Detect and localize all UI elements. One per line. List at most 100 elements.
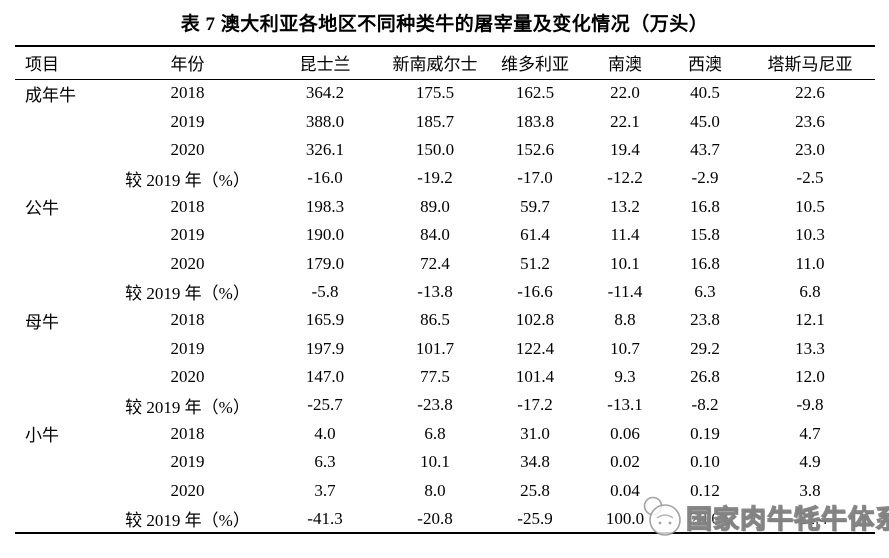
value-cell: 4.0 [314, 423, 336, 443]
table-row: 较 2019 年（%） -5.8 -13.8 -16.6 -11.4 6.3 6.8 [15, 278, 875, 306]
value-cell: -16.6 [517, 281, 553, 301]
year-cell: 2019 [170, 111, 205, 131]
year-cell: 2018 [170, 423, 205, 443]
value-cell: 43.7 [690, 139, 720, 159]
value-cell: -13.8 [417, 281, 453, 301]
value-cell: -9.8 [796, 395, 824, 415]
value-cell: 326.1 [305, 139, 345, 159]
value-cell: -12.2 [607, 168, 643, 188]
value-cell: 101.4 [515, 367, 555, 387]
col-header-tasmania: 塔斯马尼亚 [767, 55, 853, 75]
item-group-cell [15, 448, 110, 476]
value-cell: -11.4 [607, 281, 643, 301]
table-row: 2020 147.0 77.5 101.4 9.3 26.8 12.0 [15, 363, 875, 391]
table-row: 公牛 2018 198.3 89.0 59.7 13.2 16.8 10.5 [15, 193, 875, 221]
value-cell: -13.1 [607, 395, 643, 415]
value-cell: -25.9 [517, 508, 553, 528]
year-cell: 2018 [170, 310, 205, 330]
table-row: 2019 190.0 84.0 61.4 11.4 15.8 10.3 [15, 221, 875, 249]
value-cell: 8.0 [424, 480, 446, 500]
table-row: 成年牛 2018 364.2 175.5 162.5 22.0 40.5 22.6 [15, 79, 875, 107]
value-cell: -2.5 [796, 168, 824, 188]
value-cell: 3.7 [314, 480, 336, 500]
year-cell: 较 2019 年（%） [125, 397, 250, 417]
table-row: 2019 197.9 101.7 122.4 10.7 29.2 13.3 [15, 335, 875, 363]
value-cell: 190.0 [305, 225, 345, 245]
item-group-cell: 公牛 [25, 199, 59, 219]
value-cell: -8.2 [691, 395, 719, 415]
value-cell: 16.8 [690, 196, 720, 216]
table-row: 2020 179.0 72.4 51.2 10.1 16.8 11.0 [15, 249, 875, 277]
value-cell: 31.0 [520, 423, 550, 443]
value-cell: 0.12 [690, 480, 720, 500]
value-cell: 3.8 [799, 480, 821, 500]
value-cell: 84.0 [420, 225, 450, 245]
year-cell: 2019 [170, 452, 205, 472]
table-row: 2020 3.7 8.0 25.8 0.04 0.12 3.8 [15, 476, 875, 504]
value-cell: 34.8 [520, 452, 550, 472]
table-header: 项目 年份 昆士兰 新南威尔士 维多利亚 南澳 西澳 塔斯马尼亚 [15, 46, 875, 79]
value-cell: 10.5 [795, 196, 825, 216]
item-group-cell [15, 164, 110, 192]
value-cell: 22.0 [610, 83, 640, 103]
value-cell: 162.5 [515, 83, 555, 103]
year-cell: 2020 [170, 253, 205, 273]
item-group-cell: 成年牛 [25, 85, 76, 105]
col-header-year: 年份 [170, 55, 205, 75]
item-group-cell: 母牛 [25, 312, 59, 332]
value-cell: -25.7 [307, 395, 343, 415]
value-cell: 185.7 [415, 111, 455, 131]
value-cell: 198.3 [305, 196, 345, 216]
value-cell: 72.4 [420, 253, 450, 273]
table-row: 2019 6.3 10.1 34.8 0.02 0.10 4.9 [15, 448, 875, 476]
item-group-cell [15, 335, 110, 363]
value-cell: 10.7 [610, 338, 640, 358]
value-cell: -17.2 [517, 395, 553, 415]
value-cell: 45.0 [690, 111, 720, 131]
value-cell: 19.4 [610, 139, 640, 159]
value-cell: 150.0 [415, 139, 455, 159]
table-row: 小牛 2018 4.0 6.8 31.0 0.06 0.19 4.7 [15, 420, 875, 448]
value-cell: -22.4 [792, 508, 828, 528]
value-cell: 10.1 [420, 452, 450, 472]
value-cell: -41.3 [307, 508, 343, 528]
value-cell: 122.4 [515, 338, 555, 358]
col-header-south-australia: 南澳 [608, 55, 642, 75]
col-header-western-australia: 西澳 [688, 55, 722, 75]
value-cell: 197.9 [305, 338, 345, 358]
item-group-cell [15, 221, 110, 249]
value-cell: 22.1 [610, 111, 640, 131]
table-caption: 表 7 澳大利亚各地区不同种类牛的屠宰量及变化情况（万头） [180, 14, 709, 35]
col-header-new-south-wales: 新南威尔士 [392, 55, 478, 75]
year-cell: 2019 [170, 338, 205, 358]
value-cell: 4.9 [799, 452, 821, 472]
table-row: 较 2019 年（%） -16.0 -19.2 -17.0 -12.2 -2.9 -2.5 [15, 164, 875, 192]
value-cell: 13.3 [795, 338, 825, 358]
value-cell: 0.06 [610, 423, 640, 443]
value-cell: 0.10 [690, 452, 720, 472]
year-cell: 较 2019 年（%） [125, 284, 250, 304]
year-cell: 较 2019 年（%） [125, 170, 250, 190]
value-cell: 22.6 [795, 83, 825, 103]
value-cell: 165.9 [305, 310, 345, 330]
value-cell: 77.5 [420, 367, 450, 387]
value-cell: 147.0 [305, 367, 345, 387]
value-cell: 16.8 [690, 253, 720, 273]
value-cell: 102.8 [515, 310, 555, 330]
year-cell: 2018 [170, 83, 205, 103]
value-cell: 6.8 [424, 423, 446, 443]
item-group-cell: 小牛 [25, 426, 59, 446]
year-cell: 2020 [170, 139, 205, 159]
col-header-queensland: 昆士兰 [299, 55, 351, 75]
header-row: 项目 年份 昆士兰 新南威尔士 维多利亚 南澳 西澳 塔斯马尼亚 [15, 46, 875, 79]
year-cell: 2020 [170, 367, 205, 387]
value-cell: 23.0 [795, 139, 825, 159]
table-row: 母牛 2018 165.9 86.5 102.8 8.8 23.8 12.1 [15, 306, 875, 334]
value-cell: 6.8 [799, 281, 821, 301]
value-cell: 6.3 [694, 281, 716, 301]
value-cell: 11.4 [610, 225, 640, 245]
value-cell: 86.5 [420, 310, 450, 330]
value-cell: 179.0 [305, 253, 345, 273]
value-cell: 51.2 [520, 253, 550, 273]
value-cell: 40.5 [690, 83, 720, 103]
